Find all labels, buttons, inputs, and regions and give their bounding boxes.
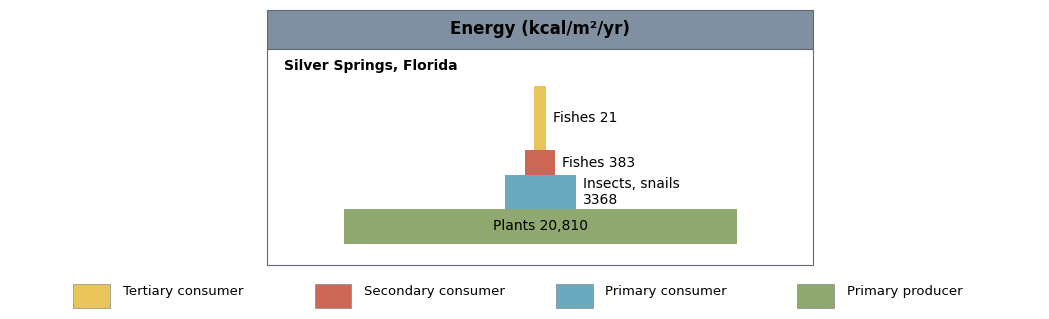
Text: Secondary consumer: Secondary consumer: [364, 286, 505, 298]
Bar: [73, 284, 110, 308]
Bar: [315, 284, 351, 308]
Bar: [344, 209, 736, 244]
Text: Plants 20,810: Plants 20,810: [493, 219, 587, 234]
Bar: [534, 86, 547, 150]
Bar: [526, 150, 555, 175]
Text: Tertiary consumer: Tertiary consumer: [123, 286, 243, 298]
Text: Primary producer: Primary producer: [847, 286, 962, 298]
Text: Silver Springs, Florida: Silver Springs, Florida: [284, 59, 457, 73]
Text: Fishes 383: Fishes 383: [562, 156, 636, 170]
Bar: [505, 175, 576, 209]
Bar: [267, 49, 813, 265]
Text: Insects, snails
3368: Insects, snails 3368: [583, 177, 680, 207]
Text: Fishes 21: Fishes 21: [553, 111, 618, 125]
Bar: [797, 284, 834, 308]
Bar: [556, 284, 593, 308]
Bar: [267, 10, 813, 49]
Text: Energy (kcal/m²/yr): Energy (kcal/m²/yr): [450, 20, 630, 38]
Text: Primary consumer: Primary consumer: [605, 286, 727, 298]
